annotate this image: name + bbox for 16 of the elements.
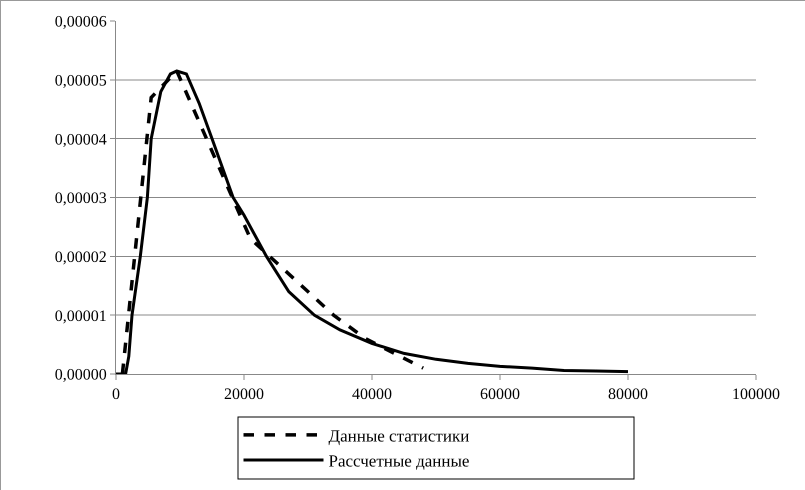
x-tick-label: 60000 [480,386,520,404]
y-tick-label: 0,00000 [54,366,107,384]
x-tick-label: 20000 [224,386,264,404]
legend-label: Рассчетные данные [328,452,470,471]
y-tick-label: 0,00006 [54,14,107,31]
x-tick-label: 80000 [608,386,648,404]
legend-label: Данные статистики [328,426,470,446]
y-tick-label: 0,00005 [54,72,107,90]
y-tick-label: 0,00002 [54,248,107,266]
x-tick-label: 40000 [352,386,392,404]
y-tick-label: 0,00001 [54,308,107,325]
line-series [116,70,630,374]
y-tick-label: 0,00004 [54,131,107,148]
y-tick-label: 0,00003 [54,190,107,208]
x-tick-label: 100000 [732,386,780,404]
x-tick-label: 0 [112,386,120,404]
